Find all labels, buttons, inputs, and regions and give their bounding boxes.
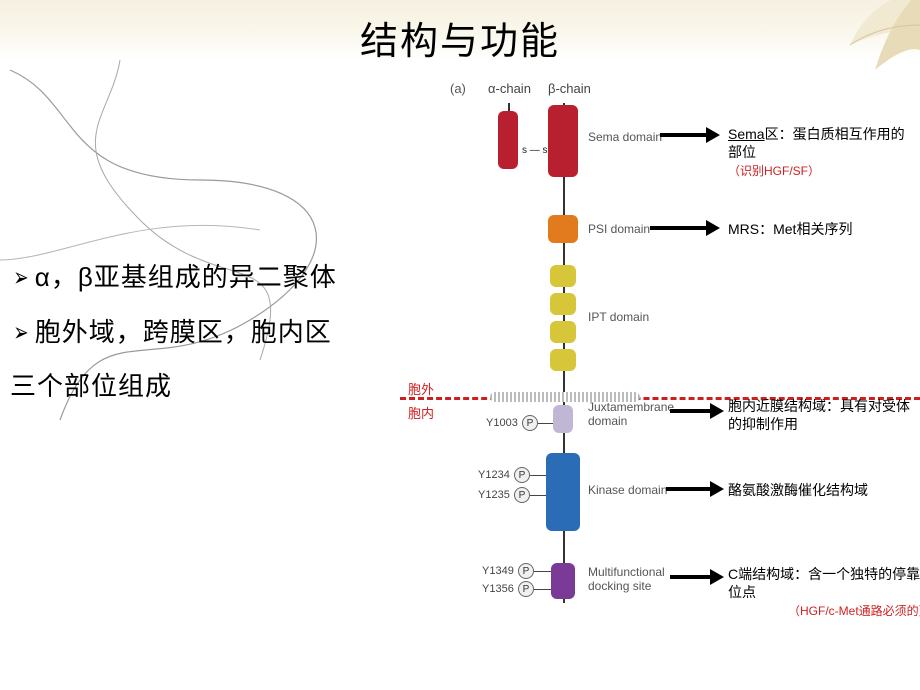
dock-label: Multifunctional docking site: [588, 565, 665, 593]
dock-red: （HGF/c-Met通路必须的）: [788, 604, 920, 618]
kinase-desc: 酪氨酸激酶催化结构域: [728, 481, 868, 499]
dock-main: C端结构域：含一个独特的停靠位点: [728, 566, 920, 600]
y1234-label: Y1234: [478, 469, 510, 481]
beta-chain-label: β-chain: [548, 81, 591, 96]
beta-sema-cyl: [548, 105, 578, 177]
y1349-tick: [534, 571, 551, 572]
y1349-label: Y1349: [482, 565, 514, 577]
y1235-tick: [530, 495, 546, 496]
dock-desc: C端结构域：含一个独特的停靠位点 （HGF/c-Met通路必须的）: [728, 565, 920, 620]
bullet-2-text: 胞外域，跨膜区，胞内区: [35, 317, 332, 347]
kinase-label: Kinase domain: [588, 483, 667, 497]
psi-desc: MRS：Met相关序列: [728, 220, 852, 238]
ss-link: s — s: [522, 145, 548, 156]
kinase-cyl: [546, 453, 580, 531]
y1234-p: P: [514, 467, 530, 483]
y1356-tick: [534, 589, 551, 590]
y1234-tick: [530, 475, 546, 476]
y1003-p: P: [522, 415, 538, 431]
y1356-label: Y1356: [482, 583, 514, 595]
bullet-block: ➢α，β亚基组成的异二聚体 ➢胞外域，跨膜区，胞内区 三个部位组成: [10, 250, 420, 414]
y1349-p: P: [518, 563, 534, 579]
ipt-cyl-1: [550, 265, 576, 287]
panel-a-label: (a): [450, 81, 466, 96]
y1003-label: Y1003: [486, 417, 518, 429]
alpha-chain-label: α-chain: [488, 81, 531, 96]
psi-label: PSI domain: [588, 222, 650, 236]
juxta-cyl: [553, 405, 573, 433]
ipt-label: IPT domain: [588, 310, 649, 324]
sema-label: Sema domain: [588, 130, 662, 144]
ipt-cyl-2: [550, 293, 576, 315]
ipt-cyl-4: [550, 349, 576, 371]
bullet-1-text: α，β亚基组成的异二聚体: [35, 262, 337, 292]
bullet-1: ➢α，β亚基组成的异二聚体: [10, 250, 420, 305]
in-label: 胞内: [408, 403, 434, 422]
bullet-3: 三个部位组成: [10, 359, 420, 414]
sema-prefix: Sema: [728, 126, 765, 142]
y1003-tick: [538, 423, 553, 424]
juxta-label: Juxtamembrane domain: [588, 400, 674, 428]
protein-diagram: (a) α-chain β-chain s — s Sema domain Se…: [430, 75, 920, 675]
alpha-sema-cyl: [498, 111, 518, 169]
sema-red: （识别HGF/SF）: [728, 164, 820, 178]
juxta-desc: 胞内近膜结构域：具有对受体的抑制作用: [728, 397, 918, 433]
ipt-cyl-3: [550, 321, 576, 343]
sema-desc: Sema区：蛋白质相互作用的部位 （识别HGF/SF）: [728, 125, 918, 180]
y1235-p: P: [514, 487, 530, 503]
bullet-2: ➢胞外域，跨膜区，胞内区: [10, 305, 420, 360]
slide-title: 结构与功能: [0, 10, 920, 65]
bullet-3-text: 三个部位组成: [10, 371, 172, 401]
out-label: 胞外: [408, 379, 434, 398]
y1235-label: Y1235: [478, 489, 510, 501]
y1356-p: P: [518, 581, 534, 597]
dock-cyl: [551, 563, 575, 599]
psi-cyl: [548, 215, 578, 243]
